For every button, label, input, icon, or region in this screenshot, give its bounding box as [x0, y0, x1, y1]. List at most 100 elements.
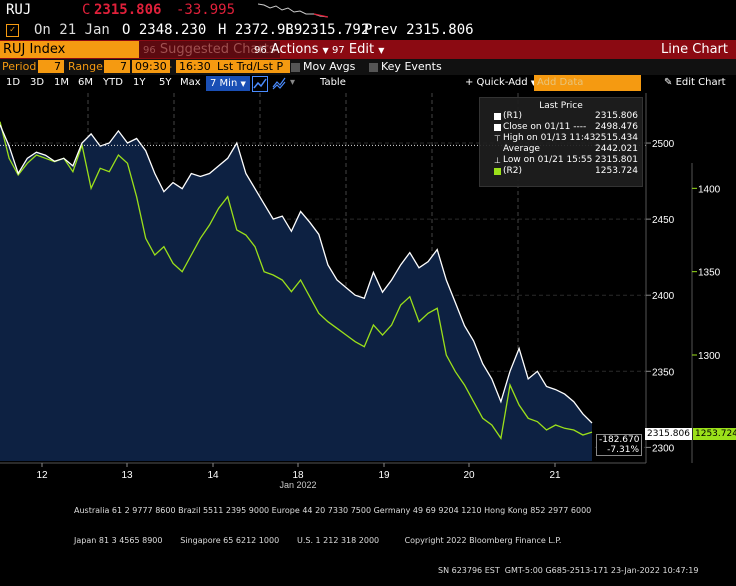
suggested-label: Suggested Charts — [159, 42, 276, 57]
footer-contacts: Australia 61 2 9777 8600 Brazil 5511 239… — [74, 506, 592, 515]
actions-menu[interactable]: 96 Actions ▼ — [250, 41, 333, 58]
legend-marker-icon — [494, 146, 501, 153]
legend-label: Average — [503, 144, 540, 154]
legend-label: (R2) — [503, 166, 523, 176]
chevron-down-icon: ▼ — [240, 80, 246, 88]
chevron-down-icon: ▼ — [531, 79, 536, 87]
mov-avgs-label: Mov Avgs — [303, 60, 356, 73]
legend-title: Last Price — [539, 101, 583, 111]
x-tick-label: 20 — [463, 470, 475, 481]
security-label: RUJ Index — [3, 42, 66, 57]
range-toolbar: 1D 3D 1M 6M YTD 1Y 5Y Max 7 Min ▼ ▾ Table + Qui… — [0, 75, 736, 92]
legend-label: (R1) — [503, 111, 523, 121]
range-input[interactable]: 7 — [104, 60, 130, 73]
legend-marker-icon — [494, 113, 501, 120]
x-tick-label: 12 — [36, 470, 48, 481]
edit-label: Edit — [348, 42, 375, 57]
time-separator: - — [168, 60, 172, 73]
range-button-1m[interactable]: 1M — [54, 77, 69, 88]
menu-bar: RUJ Index 96 Suggested Charts 96 Actions… — [0, 40, 736, 59]
open-value: O 2348.230 — [122, 22, 207, 38]
legend-row: ⊥ Low on 01/21 15:55 2315.801 — [480, 155, 642, 166]
legend-value: 2315.801 — [595, 155, 638, 165]
r1-area-fill — [0, 124, 592, 462]
settings-bar: Period 7 Range 7 09:30 - 16:30 Lst Trd/L… — [0, 59, 736, 75]
security-field[interactable]: RUJ Index — [0, 41, 141, 58]
checkbox-icon[interactable]: ✓ — [6, 24, 19, 37]
sparkline-icon — [258, 3, 328, 18]
range-button-1d[interactable]: 1D — [6, 77, 21, 88]
legend-marker-icon — [494, 124, 501, 131]
y2-tick-label: 1400 — [698, 184, 721, 195]
key-events-toggle[interactable]: Key Events — [369, 60, 442, 73]
range-button-max[interactable]: Max — [180, 77, 201, 88]
add-data-input[interactable]: Add Data — [534, 75, 641, 91]
y2-tick-label: 1350 — [698, 268, 721, 279]
low-value: L 2315.792 — [285, 22, 370, 38]
quick-add-label: + Quick-Add — [465, 77, 528, 88]
y-tick-label: 2300 — [652, 443, 675, 454]
edit-chart-label: Edit Chart — [675, 77, 726, 88]
footer-session: SN 623796 EST GMT-5:00 G685-2513-171 23-… — [438, 566, 699, 575]
y-tick-label: 2500 — [652, 139, 675, 150]
checkbox-icon — [291, 62, 300, 72]
ticker-label: RUJ — [6, 2, 32, 18]
legend-row: ⊤ High on 01/13 11:43 2515.434 — [480, 133, 642, 144]
legend-marker-icon — [494, 168, 501, 175]
legend-value: 2442.021 — [595, 144, 638, 154]
date-label: On 21 Jan — [34, 22, 110, 38]
title-row: RUJ C 2315.806 -33.995 — [0, 0, 736, 20]
legend-marker-icon: ⊤ — [494, 134, 501, 143]
prev-value: Prev 2315.806 — [364, 22, 474, 38]
footer: Australia 61 2 9777 8600 Brazil 5511 239… — [74, 486, 698, 586]
close-value: 2315.806 — [94, 2, 162, 18]
footer-contacts-2: Japan 81 3 4565 8900 Singapore 65 6212 1… — [74, 536, 562, 545]
chevron-down-icon: ▼ — [322, 46, 329, 55]
close-prefix: C — [82, 2, 91, 18]
quick-add-button[interactable]: + Quick-Add ▼ — [465, 77, 536, 88]
legend-row: Average 2442.021 — [480, 144, 642, 155]
price-type-select[interactable]: Lst Trd/Lst P — [214, 60, 290, 73]
checkbox-icon — [369, 62, 378, 72]
line-chart-icon[interactable] — [252, 76, 268, 92]
x-tick-label: 18 — [292, 470, 304, 481]
range-button-5y[interactable]: 5Y — [159, 77, 172, 88]
y-tick-label: 2400 — [652, 291, 675, 302]
range-button-3d[interactable]: 3D — [30, 77, 45, 88]
range-label: Range — [68, 60, 103, 73]
chevron-down-icon[interactable]: ▾ — [290, 77, 296, 88]
last-price-tag-r2: 1253.724 — [693, 428, 736, 440]
range-button-ytd[interactable]: YTD — [103, 77, 123, 88]
mov-avgs-toggle[interactable]: Mov Avgs — [291, 60, 355, 73]
interval-select[interactable]: 7 Min ▼ — [206, 76, 250, 91]
range-button-1y[interactable]: 1Y — [133, 77, 146, 88]
x-axis-sublabel: Jan 2022 — [279, 480, 316, 490]
r2-series-line — [0, 121, 593, 440]
chart-type-label: Line Chart — [661, 42, 728, 57]
y2-tick-label: 1300 — [698, 351, 721, 362]
compare-icon[interactable] — [272, 76, 286, 90]
legend-label: High on 01/13 11:43 — [503, 133, 596, 143]
legend-value: 2315.806 — [595, 111, 638, 121]
table-button[interactable]: Table — [320, 77, 346, 88]
range-button-6m[interactable]: 6M — [78, 77, 93, 88]
change-value: -33.995 — [176, 2, 236, 18]
legend-label: Low on 01/21 15:55 — [503, 155, 593, 165]
last-price-tag-r1: 2315.806 — [645, 428, 692, 440]
end-time-input[interactable]: 16:30 — [176, 60, 214, 73]
chevron-down-icon: ▼ — [378, 46, 385, 55]
edit-chart-button[interactable]: ✎ Edit Chart — [664, 77, 726, 88]
legend-value: 2498.476 — [595, 122, 638, 132]
change-pct: -7.31% — [607, 445, 639, 455]
legend-box: Last Price (R1) 2315.806 Close on 01/11 --… — [479, 97, 643, 187]
actions-number: 96 — [254, 45, 267, 56]
legend-value: 1253.724 — [595, 166, 638, 176]
edit-menu[interactable]: 97 Edit ▼ — [328, 41, 388, 58]
x-tick-label: 13 — [121, 470, 133, 481]
suggested-charts-button[interactable]: 96 Suggested Charts — [139, 41, 280, 58]
start-time-input[interactable]: 09:30 — [132, 60, 170, 73]
r1-series-line — [0, 124, 593, 424]
change-annotation: -182.670 -7.31% — [596, 434, 642, 456]
key-events-label: Key Events — [381, 60, 442, 73]
period-input[interactable]: 7 — [38, 60, 64, 73]
